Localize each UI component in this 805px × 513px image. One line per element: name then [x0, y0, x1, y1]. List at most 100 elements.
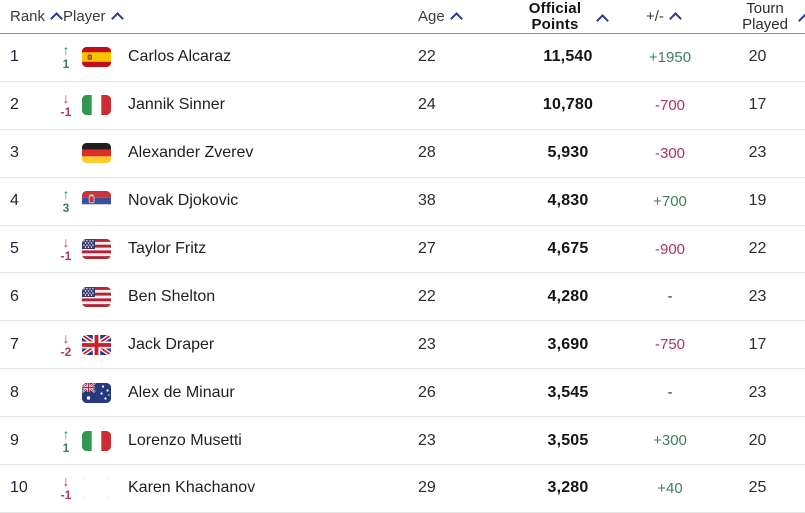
table-row: 6 Ben Shelton 22 4,280 - 23 [0, 273, 805, 322]
table-row: 9 ↑ 1 Lorenzo Musetti 23 3,505 +300 20 [0, 417, 805, 466]
age-value: 26 [418, 383, 436, 401]
rank-value: 4 [10, 192, 19, 210]
column-header-official-points[interactable]: Official Points [503, 0, 607, 33]
tournaments-played: 25 [748, 479, 767, 497]
chevron-up-icon [449, 11, 463, 25]
rank-down-indicator: ↓ -1 [52, 90, 80, 120]
movement-value: -2 [60, 344, 72, 359]
rank-value: 10 [10, 479, 28, 497]
arrow-up-icon: ↑ [62, 42, 70, 59]
rank-value: 6 [10, 287, 19, 305]
tournaments-played: 23 [748, 383, 767, 401]
column-label-points-change: +/- [646, 8, 664, 25]
points-change: -750 [654, 336, 686, 354]
age-value: 23 [418, 335, 436, 353]
age-value: 22 [418, 48, 436, 66]
rank-movement-indicator [52, 392, 80, 393]
rank-movement-indicator [52, 153, 80, 154]
rank-value: 8 [10, 383, 19, 401]
rank-value: 1 [10, 48, 19, 66]
chevron-up-icon [669, 11, 682, 25]
tournaments-played: 19 [748, 192, 767, 210]
serbia-flag [82, 191, 111, 212]
rank-up-indicator: ↑ 1 [52, 425, 80, 455]
table-row: 4 ↑ 3 Novak Djokovic 38 4,830 +700 19 [0, 178, 805, 226]
points-change: -300 [654, 144, 686, 162]
australia-flag [82, 382, 111, 403]
column-header-rank[interactable]: Rank [10, 0, 63, 33]
rank-value: 2 [10, 96, 19, 114]
column-label-official-points: Official Points [528, 0, 582, 33]
movement-value: 1 [62, 57, 70, 72]
player-name: Taylor Fritz [128, 240, 207, 257]
italy-flag [82, 95, 111, 116]
column-label-tourn-played: Tourn Played [742, 0, 788, 33]
table-row: 5 ↓ -1 Taylor Fritz 27 4,675 -900 22 [0, 226, 805, 274]
points-change: +700 [653, 192, 687, 210]
movement-value: 1 [62, 440, 70, 455]
arrow-down-icon: ↓ [62, 329, 70, 346]
player-name: Jack Draper [128, 335, 215, 353]
rank-down-indicator: ↓ -1 [52, 234, 80, 262]
column-label-rank: Rank [10, 8, 46, 25]
chevron-up-icon [50, 11, 63, 25]
arrow-down-icon: ↓ [62, 473, 70, 490]
points-value: 4,830 [547, 192, 589, 210]
player-name: Novak Djokovic [128, 192, 239, 210]
tournaments-played: 17 [748, 335, 767, 353]
usa-flag [82, 239, 111, 259]
points-change: +300 [653, 432, 687, 450]
table-header: Rank Player Age Official Points +/- Tour… [0, 0, 805, 34]
age-value: 23 [418, 431, 436, 449]
arrow-up-icon: ↑ [62, 186, 70, 203]
movement-value: -1 [60, 488, 72, 503]
rank-movement-indicator [52, 296, 80, 297]
points-value: 5,930 [547, 144, 589, 162]
points-value: 3,545 [547, 383, 589, 401]
usa-flag [82, 286, 111, 307]
table-row: 8 Alex de Minaur 26 3,545 - 23 [0, 369, 805, 418]
table-row: 1 ↑ 1 Carlos Alcaraz 22 11,540 +1950 20 [0, 34, 805, 82]
table-row: 2 ↓ -1 Jannik Sinner 24 10,780 -700 17 [0, 82, 805, 130]
points-change: +1950 [648, 48, 692, 66]
rank-up-indicator: ↑ 3 [52, 186, 80, 214]
arrow-down-icon: ↓ [62, 90, 70, 107]
great-britain-flag [82, 334, 111, 355]
player-name: Ben Shelton [128, 287, 216, 305]
points-change: +40 [657, 479, 683, 497]
age-value: 28 [418, 144, 436, 162]
tournaments-played: 17 [748, 96, 767, 114]
points-change: -900 [654, 240, 686, 258]
column-header-player[interactable]: Player [63, 0, 124, 33]
rank-value: 5 [10, 240, 19, 257]
age-value: 29 [418, 479, 436, 497]
arrow-up-icon: ↑ [62, 425, 70, 442]
column-label-age: Age [418, 8, 445, 25]
italy-flag [82, 430, 111, 451]
points-value: 11,540 [543, 48, 593, 66]
tournaments-played: 22 [748, 240, 767, 257]
tournaments-played: 23 [748, 144, 767, 162]
player-name: Karen Khachanov [128, 479, 256, 497]
player-name: Alex de Minaur [128, 383, 235, 401]
rank-value: 9 [10, 431, 19, 449]
column-header-age[interactable]: Age [418, 0, 463, 33]
age-value: 27 [418, 240, 436, 257]
column-header-points-change[interactable]: +/- [646, 0, 682, 33]
points-change: - [667, 288, 673, 306]
points-value: 3,690 [547, 335, 589, 353]
rank-value: 3 [10, 144, 19, 162]
points-change: - [667, 384, 673, 402]
column-header-tourn-played[interactable]: Tourn Played [714, 0, 805, 33]
table-row: 10 ↓ -1 Karen Khachanov 29 3,280 +40 25 [0, 465, 805, 513]
table-row: 3 Alexander Zverev 28 5,930 -300 23 [0, 130, 805, 178]
table-row: 7 ↓ -2 Jack Draper 23 3,690 -750 17 [0, 321, 805, 370]
points-value: 4,675 [547, 240, 589, 257]
player-name: Lorenzo Musetti [128, 431, 242, 449]
arrow-down-icon: ↓ [62, 234, 70, 250]
movement-value: -1 [60, 105, 72, 120]
points-value: 10,780 [542, 96, 594, 114]
germany-flag [82, 143, 111, 164]
age-value: 38 [418, 192, 436, 210]
